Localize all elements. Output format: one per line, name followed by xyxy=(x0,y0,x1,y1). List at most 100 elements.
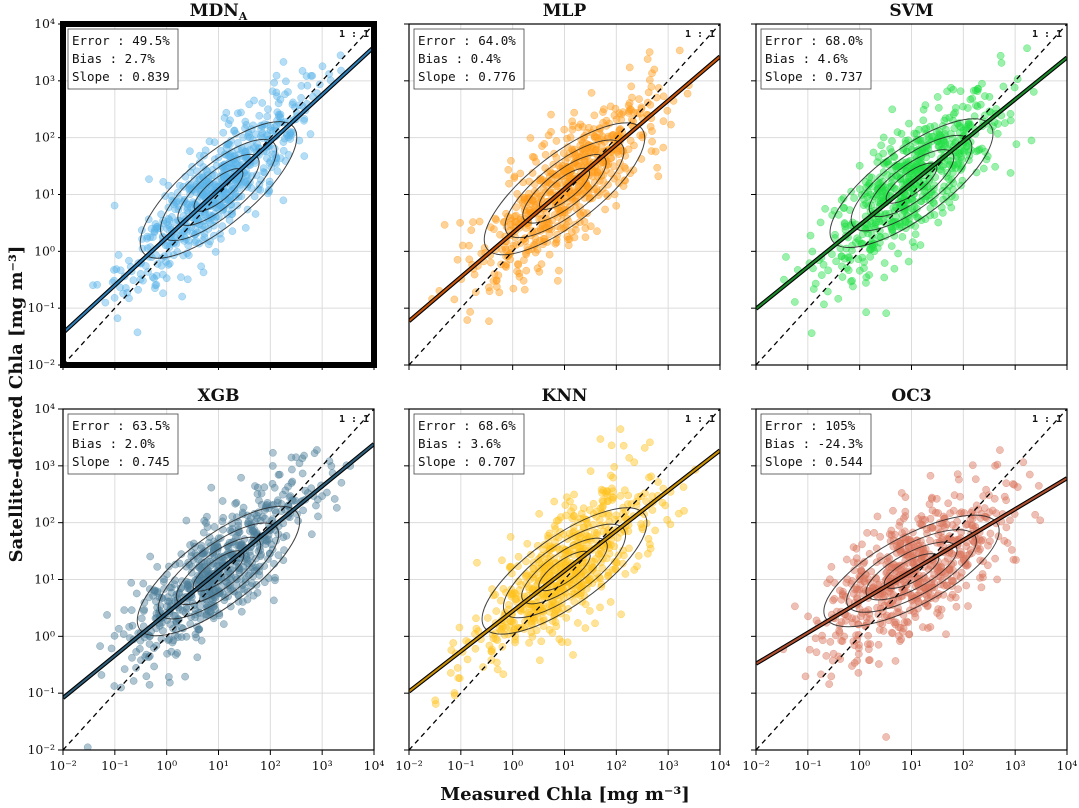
data-point xyxy=(1000,536,1009,545)
data-point xyxy=(119,289,127,298)
data-point xyxy=(853,559,862,567)
panel-mdn: 10⁻² 10⁻¹ 10⁰ 10¹ 10² 10³ 10⁴ MDNA Error : 49.5%… xyxy=(27,1,377,372)
data-point xyxy=(854,650,863,658)
data-point xyxy=(893,162,902,171)
data-point xyxy=(874,187,883,196)
data-point xyxy=(610,190,619,199)
data-point xyxy=(511,595,520,604)
y-tick-label: 10⁴ xyxy=(34,16,55,31)
data-point xyxy=(577,509,586,518)
data-point xyxy=(643,55,652,63)
data-point xyxy=(225,216,234,224)
data-point xyxy=(888,225,896,234)
data-point xyxy=(954,148,963,157)
data-point xyxy=(884,157,893,165)
data-point xyxy=(306,130,315,138)
data-point xyxy=(566,173,575,181)
data-point xyxy=(863,529,871,537)
data-point xyxy=(855,161,864,170)
data-point xyxy=(621,570,630,578)
data-point xyxy=(842,244,851,253)
data-point xyxy=(211,605,220,614)
panel-title: MDNA xyxy=(190,1,248,23)
data-point xyxy=(888,137,896,145)
data-point xyxy=(993,460,1002,469)
data-point xyxy=(525,206,534,215)
data-point xyxy=(880,259,889,267)
data-point xyxy=(620,551,628,560)
data-point xyxy=(107,644,116,653)
fit-line xyxy=(409,55,720,322)
data-point xyxy=(275,110,283,119)
data-point xyxy=(537,260,546,268)
data-point xyxy=(596,603,604,612)
data-point xyxy=(949,185,957,194)
data-point xyxy=(606,598,615,606)
data-point xyxy=(880,273,889,282)
data-point xyxy=(645,473,653,482)
data-point xyxy=(243,555,252,564)
data-point xyxy=(593,528,601,537)
data-point xyxy=(196,174,204,182)
data-point xyxy=(550,497,559,506)
data-point xyxy=(574,543,583,552)
data-point xyxy=(951,593,960,602)
data-point xyxy=(890,153,899,162)
data-point xyxy=(585,607,594,615)
data-point xyxy=(211,248,220,256)
data-point xyxy=(648,506,657,514)
data-point xyxy=(266,549,274,558)
data-point xyxy=(991,461,999,470)
data-point xyxy=(984,541,992,550)
data-point xyxy=(930,181,939,190)
data-point xyxy=(840,632,849,641)
data-point xyxy=(597,558,605,567)
x-tick-label: 10⁰ xyxy=(156,758,177,773)
data-point xyxy=(899,624,908,633)
data-point xyxy=(566,497,574,506)
y-tick-label: 10⁻¹ xyxy=(27,300,55,315)
data-point xyxy=(851,585,859,594)
density-contour xyxy=(504,139,625,239)
data-point xyxy=(218,517,227,526)
data-point xyxy=(807,329,816,338)
data-point xyxy=(230,126,239,135)
data-point xyxy=(957,146,966,155)
data-point xyxy=(575,187,584,196)
data-point xyxy=(506,562,515,571)
data-point xyxy=(641,489,649,498)
data-point xyxy=(164,221,173,229)
data-point xyxy=(495,288,504,297)
data-point xyxy=(949,85,958,94)
data-point xyxy=(596,435,605,443)
data-point xyxy=(507,617,515,625)
data-point xyxy=(261,514,269,523)
data-point xyxy=(839,587,847,596)
data-point xyxy=(611,104,620,113)
density-contour xyxy=(868,149,955,218)
data-point xyxy=(945,198,954,207)
data-point xyxy=(205,137,214,146)
data-point xyxy=(886,144,895,153)
data-point xyxy=(873,512,882,521)
data-point xyxy=(449,639,458,647)
data-point xyxy=(219,191,228,200)
data-point xyxy=(203,167,212,176)
stat-bias: Bias : 3.6% xyxy=(418,436,501,451)
data-point xyxy=(611,565,620,574)
data-point xyxy=(595,166,604,175)
data-point xyxy=(162,274,171,283)
density-contour xyxy=(522,154,607,224)
data-point xyxy=(979,573,987,582)
one-to-one-label: 1 : 1 xyxy=(1032,414,1062,425)
data-point xyxy=(976,573,984,582)
data-point xyxy=(552,238,561,247)
x-tick-label: 10⁴ xyxy=(710,758,731,773)
data-point xyxy=(954,585,962,594)
data-point xyxy=(957,181,965,190)
data-point xyxy=(1019,458,1028,467)
data-point xyxy=(562,511,570,520)
x-tick-label: 10⁻¹ xyxy=(101,758,129,773)
data-point xyxy=(224,120,233,128)
data-point xyxy=(782,253,790,261)
